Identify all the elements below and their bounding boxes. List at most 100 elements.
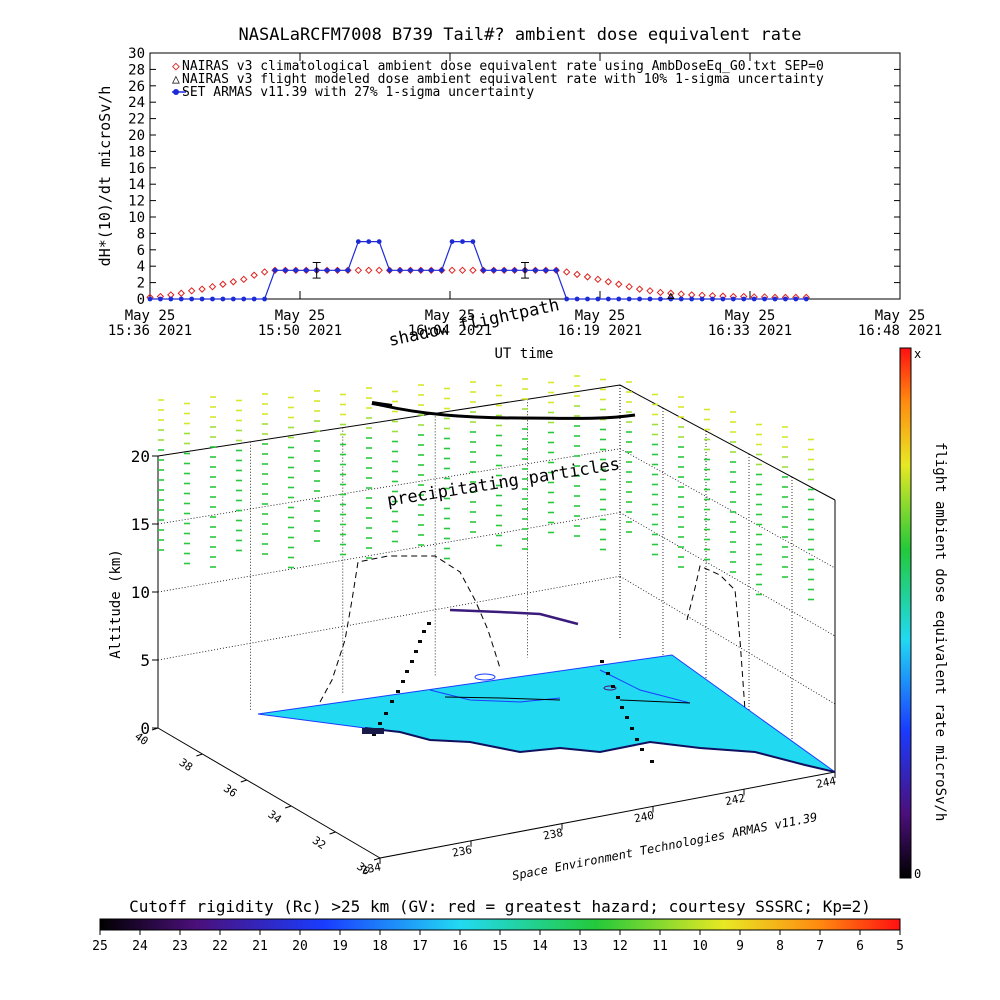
credit-text: Space Environment Technologies ARMAS v11… [511,810,819,883]
legend-entry-climatological: NAIRAS v3 climatological ambient dose eq… [182,59,824,74]
y-tick-label: 28 [128,62,145,78]
x-tick-label-time: 15:50 2021 [258,323,342,339]
rigidity-tick-label: 15 [492,939,508,954]
flightpath-cruise [449,608,579,626]
flight-model-point [666,292,675,300]
longitude-tick-label: 242 [724,792,746,809]
climatology-point [208,282,217,291]
climatology-point [229,278,238,286]
climatology-point [250,271,258,279]
legend-marker-circle [173,89,179,95]
latitude-tick-label: 38 [177,756,195,774]
armas-point [533,267,538,273]
armas-point [189,296,195,302]
y-tick-label: 6 [137,243,145,259]
rigidity-tick-label: 14 [532,939,548,954]
legend-marker-diamond: ◇ [172,59,180,74]
y-tick-label: 16 [128,161,145,177]
climatology-point [260,268,269,276]
armas-point [418,267,424,273]
y-tick-label: 8 [137,226,145,242]
armas-point [147,296,153,302]
x-tick-label-time: 15:36 2021 [108,323,192,339]
armas-point [678,296,684,302]
armas-point [512,267,517,273]
latitude-tick-label: 30 [354,860,372,878]
rigidity-tick-label: 6 [856,939,864,954]
x-tick-label-date: May 25 [725,308,776,324]
flightpath-point [600,660,604,663]
y-tick-label: 18 [128,144,145,160]
flightpath-point [410,660,414,663]
rigidity-tick-label: 8 [776,939,784,954]
shadow-flightpath-ceiling [371,401,636,420]
top-back-edge [157,384,621,457]
flightpath-point [372,733,376,736]
dose-colorbar: x 0 flight ambient dose equivalent rate … [899,347,948,881]
armas-point [574,296,580,302]
altitude-tick-label: 20 [131,447,150,466]
armas-point [741,296,747,302]
flightpath-point [650,760,654,763]
latitude-tick [196,753,203,757]
flightpath-point [616,696,620,699]
armas-point [626,296,632,302]
armas-point [762,296,767,302]
climatology-point [198,285,206,293]
legend-marker-triangle: △ [172,72,180,87]
armas-point [470,239,476,245]
x-tick-label-time: 16:19 2021 [558,323,642,339]
longitude-tick-label: 240 [633,809,655,826]
flightpath-3d: shadow flightpath precipitating particle… [108,295,837,883]
flightpath-point [390,700,394,703]
x-tick-label-time: 16:33 2021 [708,323,792,339]
armas-point [585,296,590,302]
climatology-point [594,275,602,284]
armas-point [543,267,549,273]
climatology-point [365,266,373,275]
armas-point [428,267,434,273]
armas-point [803,296,809,302]
armas-point [501,267,507,273]
dose-rate-chart: NASALaRCFM7008 B739 Tail#? ambient dose … [96,25,942,362]
climatology-point [448,266,456,275]
latitude-tick [151,727,159,731]
armas-point [616,296,622,302]
x-tick-label-time: 16:48 2021 [858,323,942,339]
rigidity-tick-label: 11 [652,939,668,954]
armas-point [730,296,736,302]
x-tick-label-date: May 25 [275,308,326,324]
latitude-tick [373,857,381,861]
rigidity-colorbar: Cutoff rigidity (Rc) >25 km (GV: red = g… [92,897,904,954]
armas-point [387,267,392,273]
armas-point [324,267,330,273]
flightpath-point [625,716,629,719]
rigidity-tick-label: 10 [692,939,708,954]
flightpath-point [630,727,634,730]
climatology-point [240,275,248,284]
ground-surface [257,654,836,773]
armas-point [241,296,247,302]
climatology-point [656,288,665,297]
climatology-point [562,268,571,276]
climatology-point [615,280,623,288]
latitude-tick-label: 36 [221,782,239,800]
precipitating-particles-label: precipitating particles [386,454,622,511]
climatology-point [604,278,613,286]
latitude-tick-label: 34 [265,808,284,826]
armas-line [150,241,807,300]
dose-colorbar-gradient [899,347,912,879]
y-tick-label: 30 [128,46,145,62]
chart-title: NASALaRCFM7008 B739 Tail#? ambient dose … [239,25,802,45]
climatology-point [625,282,633,291]
rigidity-tick-label: 22 [212,939,228,954]
flightpath-point [384,712,388,715]
armas-point [647,296,653,302]
flightpath-point [401,680,405,683]
armas-point [230,296,236,302]
rigidity-title: Cutoff rigidity (Rc) >25 km (GV: red = g… [129,897,871,916]
climatology-point [219,280,227,288]
armas-point [783,296,788,302]
armas-point [178,296,184,302]
